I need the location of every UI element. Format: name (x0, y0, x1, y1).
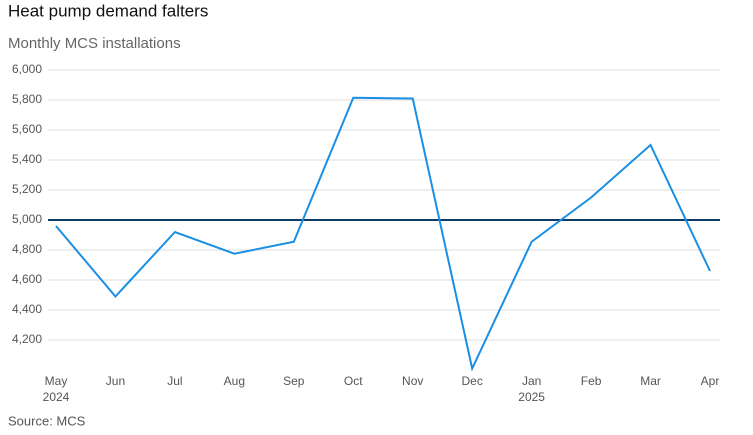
x-tick-label: Dec (462, 374, 483, 388)
y-tick-label: 4,600 (12, 272, 42, 286)
chart-title: Heat pump demand falters (8, 1, 208, 20)
x-tick-label: 2025 (518, 390, 545, 404)
y-tick-label: 4,800 (12, 242, 42, 256)
x-tick-label: Jul (167, 374, 182, 388)
x-tick-label: 2024 (43, 390, 70, 404)
data-line (55, 96, 711, 372)
x-tick-label: Feb (581, 374, 602, 388)
y-tick-label: 4,400 (12, 302, 42, 316)
x-tick-label: Oct (344, 374, 363, 388)
x-tick-label: Jan (522, 374, 541, 388)
y-tick-label: 5,600 (12, 122, 42, 136)
y-tick-label: 5,000 (12, 212, 42, 226)
y-tick-label: 5,200 (12, 182, 42, 196)
chart-subtitle: Monthly MCS installations (8, 35, 181, 52)
y-tick-label: 5,400 (12, 152, 42, 166)
x-tick-label: Mar (640, 374, 661, 388)
y-tick-label: 6,000 (12, 62, 42, 76)
x-tick-label: Sep (283, 374, 305, 388)
y-tick-label: 4,200 (12, 332, 42, 346)
x-tick-label: Nov (402, 374, 423, 388)
x-tick-label: Aug (224, 374, 245, 388)
x-tick-label: Apr (701, 374, 720, 388)
source: Source: MCS (8, 413, 86, 428)
x-tick-label: May (45, 374, 68, 388)
y-tick-label: 5,800 (12, 92, 42, 106)
x-tick-label: Jun (106, 374, 125, 388)
